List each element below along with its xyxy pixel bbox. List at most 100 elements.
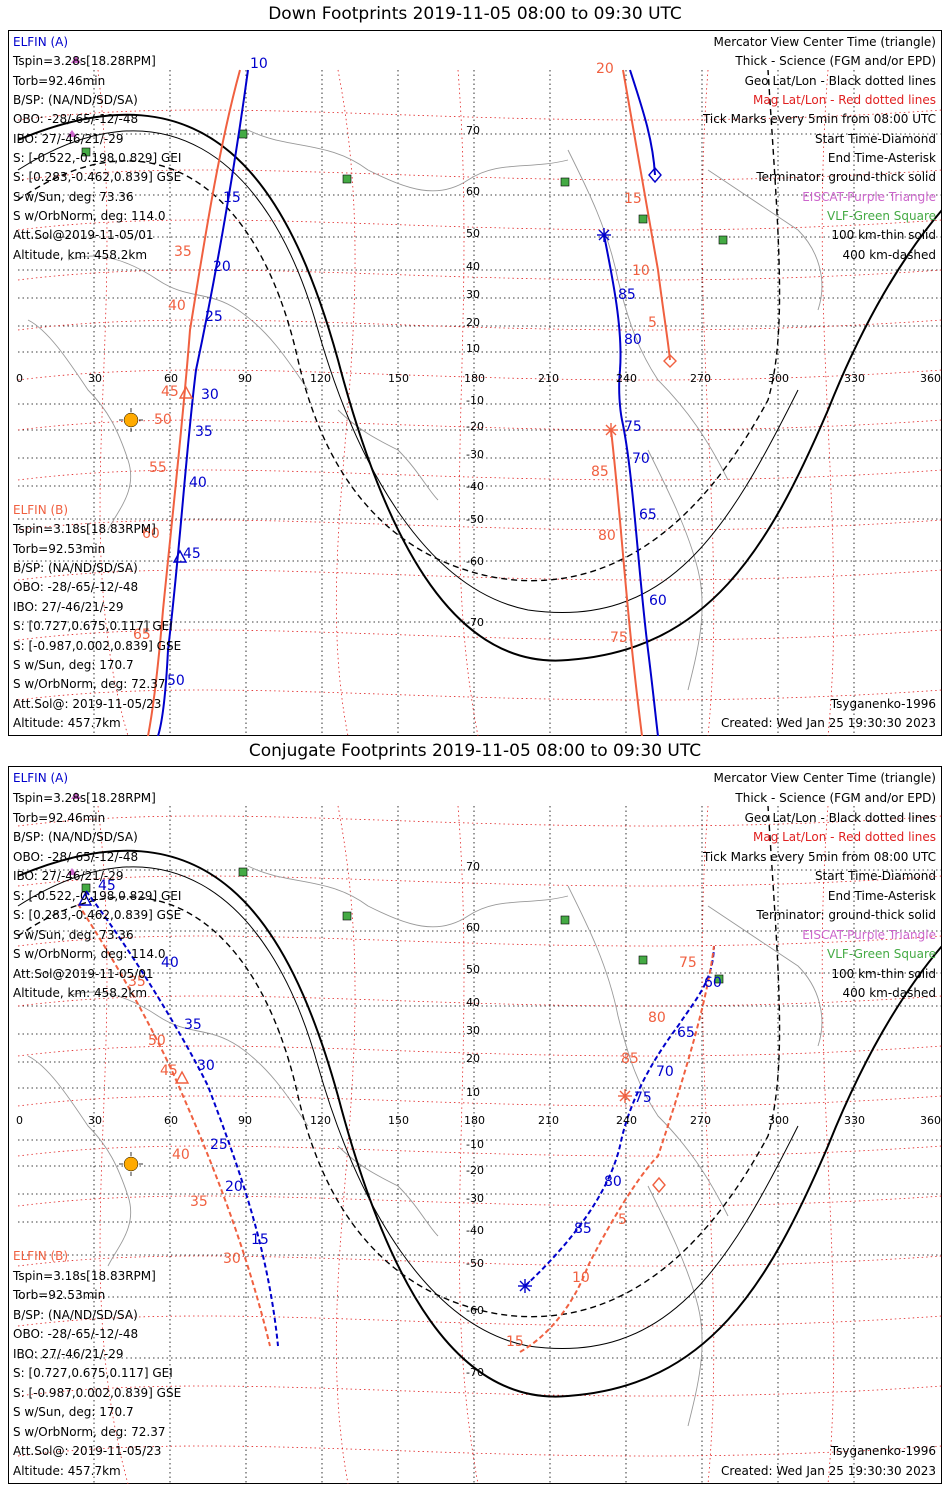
lon-label: 330 bbox=[844, 1114, 865, 1127]
lat-label: 10 bbox=[466, 1086, 480, 1099]
legend-entry: Tick Marks every 5min from 08:00 UTC bbox=[702, 112, 936, 126]
lon-label: 360 bbox=[920, 1114, 941, 1127]
elfin-a-info: S: [-0.522,-0.198,0.829] GEI bbox=[13, 889, 181, 903]
elfin-b-info: Att.Sol@: 2019-11-05/23 bbox=[13, 1444, 161, 1458]
lon-label: 0 bbox=[16, 372, 23, 385]
start-diamond bbox=[652, 1176, 666, 1194]
lon-label: 150 bbox=[388, 1114, 409, 1127]
elfin-b-info: Att.Sol@: 2019-11-05/23 bbox=[13, 697, 161, 711]
elfin-a-tick-label: 60 bbox=[704, 975, 722, 991]
lat-label: -30 bbox=[466, 448, 484, 461]
elfin-a-title: ELFIN (A) bbox=[13, 35, 68, 49]
elfin-a-info: IBO: 27/-46/21/-29 bbox=[13, 869, 124, 883]
lon-label: 60 bbox=[164, 372, 178, 385]
elfin-b-info: S: [0.727,0.675,0.117] GEI bbox=[13, 1366, 173, 1380]
elfin-a-tick-label: 10 bbox=[250, 56, 268, 72]
vlf-station bbox=[638, 955, 648, 965]
elfin-b-tick-label: 60 bbox=[142, 526, 160, 542]
lat-label: 20 bbox=[466, 1052, 480, 1065]
elfin-b-tick-label: 80 bbox=[648, 1010, 666, 1026]
elfin-b-tick-label: 10 bbox=[572, 1270, 590, 1286]
elfin-a-info: Tspin=3.28s[18.28RPM] bbox=[12, 54, 156, 68]
model-label: Tsyganenko-1996 bbox=[830, 1444, 936, 1458]
elfin-b-tick-label: 65 bbox=[133, 627, 151, 643]
lat-label: 30 bbox=[466, 1024, 480, 1037]
elfin-b-title: ELFIN (B) bbox=[13, 1249, 68, 1263]
lon-label: 120 bbox=[310, 1114, 331, 1127]
legend-entry: Geo Lat/Lon - Black dotted lines bbox=[745, 811, 936, 825]
map-panel-conjugate: 70 60 50 40 30 20 10 -10 -20 -30 -40 -50… bbox=[8, 766, 942, 1484]
elfin-a-info: Att.Sol@2019-11-05/01 bbox=[13, 228, 154, 242]
center-triangle bbox=[172, 549, 188, 563]
lat-label: 10 bbox=[466, 342, 480, 355]
elfin-a-track-east bbox=[524, 945, 715, 1287]
vlf-station bbox=[560, 915, 570, 925]
legend-entry: End Time-Asterisk bbox=[828, 151, 936, 165]
elfin-b-info: IBO: 27/-46/21/-29 bbox=[13, 1347, 124, 1361]
elfin-a-info: S: [0.283,-0.462,0.839] GSE bbox=[13, 908, 181, 922]
center-triangle bbox=[77, 892, 93, 906]
lat-label: -20 bbox=[466, 1164, 484, 1177]
elfin-a-info: S w/OrbNorm, deg: 114.0 bbox=[13, 947, 165, 961]
sun-icon bbox=[119, 408, 143, 432]
elfin-a-tick-label: 25 bbox=[205, 309, 223, 325]
vlf-station bbox=[81, 147, 91, 157]
lon-label: 180 bbox=[464, 372, 485, 385]
elfin-b-info: S w/OrbNorm, deg: 72.37 bbox=[13, 1425, 165, 1439]
elfin-b-tick-label: 50 bbox=[148, 1033, 166, 1049]
elfin-a-tick-label: 45 bbox=[98, 878, 116, 894]
elfin-b-tick-label: 75 bbox=[610, 630, 628, 646]
lon-label: 30 bbox=[88, 372, 102, 385]
elfin-b-info: S: [-0.987,0.002,0.839] GSE bbox=[13, 639, 181, 653]
elfin-b-tick-label: 35 bbox=[190, 1194, 208, 1210]
legend-entry: 100 km-thin solid bbox=[831, 967, 936, 981]
elfin-a-tick-label: 30 bbox=[197, 1058, 215, 1074]
elfin-a-tick-label: 65 bbox=[639, 507, 657, 523]
lat-label: -60 bbox=[466, 1304, 484, 1317]
elfin-b-track-east bbox=[610, 69, 671, 736]
elfin-b-info: S: [0.727,0.675,0.117] GEI bbox=[13, 619, 173, 633]
lon-label: 90 bbox=[238, 372, 252, 385]
elfin-b-track bbox=[147, 69, 241, 736]
lat-label: -70 bbox=[466, 616, 484, 629]
legend-entry: Tick Marks every 5min from 08:00 UTC bbox=[702, 850, 936, 864]
legend-entry: End Time-Asterisk bbox=[828, 889, 936, 903]
legend-entry: Mag Lat/Lon - Red dotted lines bbox=[753, 93, 936, 107]
lat-label: -50 bbox=[466, 513, 484, 526]
elfin-b-info: Torb=92.53min bbox=[12, 542, 105, 556]
legend-entry: Terminator: ground-thick solid bbox=[755, 170, 936, 184]
eiscat-triangle bbox=[67, 130, 77, 137]
elfin-a-tick-label: 20 bbox=[225, 1179, 243, 1195]
coastlines bbox=[27, 129, 823, 691]
lon-label: 330 bbox=[844, 372, 865, 385]
elfin-a-tick-label: 80 bbox=[604, 1174, 622, 1190]
model-label: Tsyganenko-1996 bbox=[830, 697, 936, 711]
elfin-b-info: S w/OrbNorm, deg: 72.37 bbox=[13, 677, 165, 691]
elfin-a-tick-label: 45 bbox=[183, 546, 201, 562]
legend-entry: EISCAT-Purple Triangle bbox=[802, 190, 936, 204]
elfin-b-tick-label: 55 bbox=[149, 460, 167, 476]
end-asterisk bbox=[597, 228, 611, 242]
elfin-b-info: B/SP: (NA/ND/SD/SA) bbox=[13, 1308, 138, 1322]
eiscat-triangle bbox=[67, 868, 77, 875]
vlf-station bbox=[718, 235, 728, 245]
legend-entry: Mercator View Center Time (triangle) bbox=[714, 771, 936, 785]
lon-label: 240 bbox=[616, 372, 637, 385]
elfin-a-tick-label: 15 bbox=[223, 190, 241, 206]
legend-entry: 400 km-dashed bbox=[842, 986, 936, 1000]
legend-entry: Thick - Science (FGM and/or EPD) bbox=[734, 54, 936, 68]
elfin-a-info: S: [0.283,-0.462,0.839] GSE bbox=[13, 170, 181, 184]
elfin-b-track-east bbox=[519, 945, 715, 1353]
elfin-a-info: B/SP: (NA/ND/SD/SA) bbox=[13, 93, 138, 107]
lon-label: 120 bbox=[310, 372, 331, 385]
eiscat-triangle bbox=[71, 56, 81, 63]
map-panel-down: 70 60 50 40 30 20 10 -10 -20 -30 -40 -50… bbox=[8, 30, 942, 736]
sun-icon bbox=[119, 1152, 143, 1176]
elfin-b-info: Altitude: 457.7km bbox=[13, 716, 121, 730]
elfin-a-tick-label: 85 bbox=[618, 287, 636, 303]
elfin-a-tick-label: 20 bbox=[213, 259, 231, 275]
start-diamond bbox=[663, 354, 677, 368]
elfin-b-info: Tspin=3.18s[18.83RPM] bbox=[12, 522, 156, 536]
vlf-stations bbox=[81, 867, 724, 984]
elfin-b-tick-label: 5 bbox=[618, 1212, 627, 1228]
